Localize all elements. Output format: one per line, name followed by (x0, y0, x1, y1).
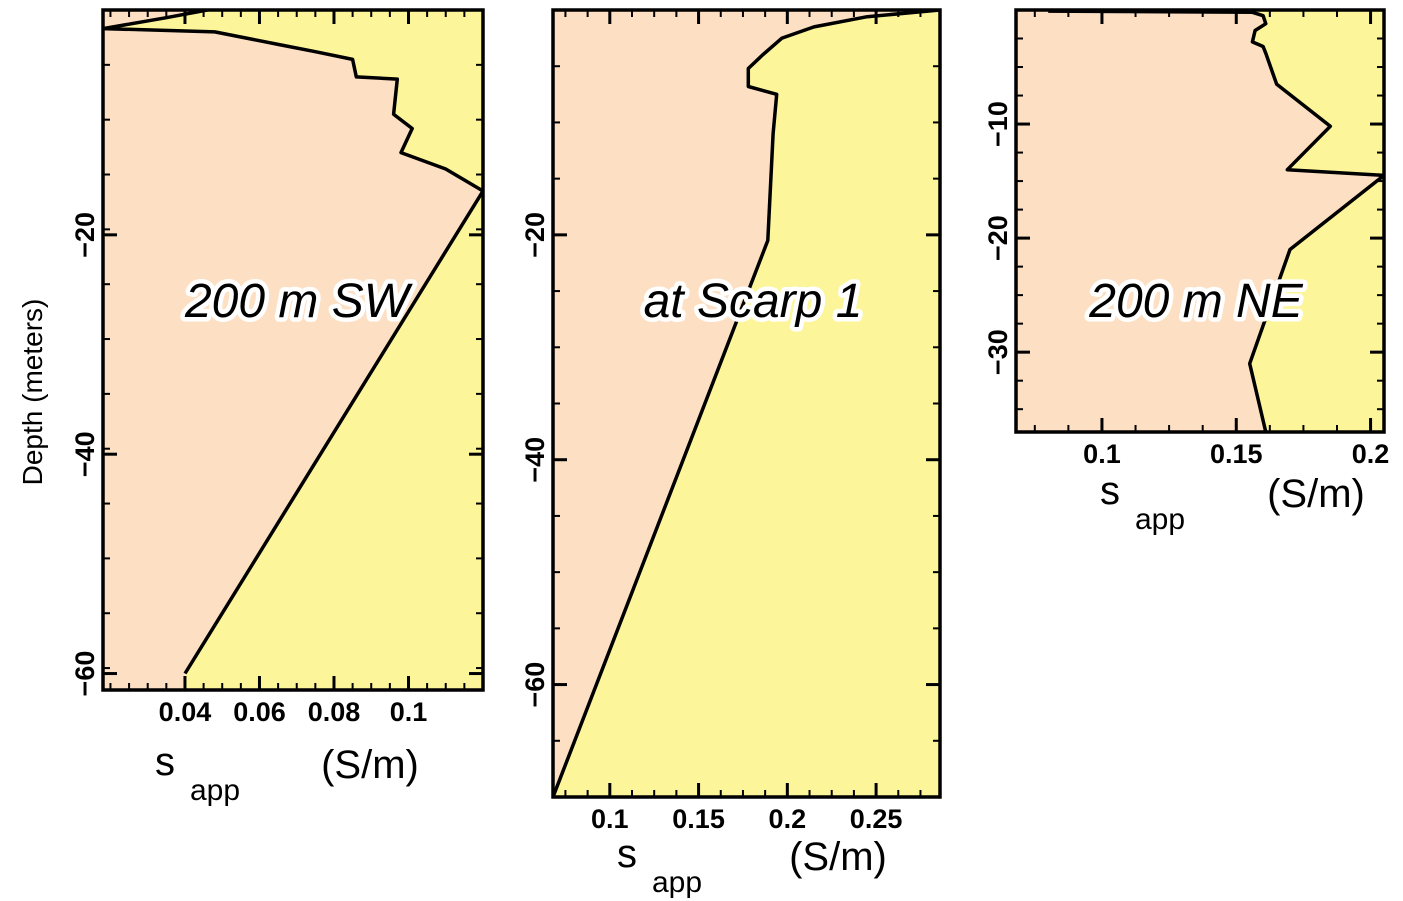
plot-area (1016, 10, 1384, 432)
left-region-fill (1016, 10, 1384, 432)
x-tick-label: 0.1 (390, 697, 428, 727)
x-tick-label: 0.08 (308, 697, 361, 727)
y-tick-label: −40 (70, 431, 100, 477)
x-axis-unit: (S/m) (789, 835, 887, 879)
x-tick-label: 0.04 (159, 697, 212, 727)
x-tick-label: 0.1 (591, 804, 629, 834)
y-tick-label: −60 (70, 651, 100, 697)
y-tick-label: −20 (520, 212, 550, 258)
plot-area (103, 10, 483, 690)
conductivity-profile-line (103, 10, 483, 675)
y-axis-label: Depth (meters) (17, 299, 48, 486)
x-tick-label: 0.2 (1352, 439, 1390, 469)
y-tick-label: −10 (983, 101, 1013, 147)
x-tick-label: 0.15 (672, 804, 725, 834)
panel-title: 200 m NE (1088, 275, 1303, 328)
left-region-fill (103, 10, 483, 690)
x-axis-unit: (S/m) (1267, 472, 1365, 516)
x-tick-label: 0.1 (1083, 439, 1121, 469)
conductivity-profile-line (553, 10, 940, 797)
x-axis-subscript: app (190, 774, 240, 807)
x-axis-symbol: s (617, 832, 637, 876)
plot-frame (1014, 8, 1386, 434)
y-tick-label: −30 (983, 329, 1013, 375)
y-tick-label: −20 (70, 212, 100, 258)
y-tick-label: −40 (520, 437, 550, 483)
y-tick-label: −20 (983, 215, 1013, 261)
x-axis-symbol: s (1100, 469, 1120, 513)
plot-frame (101, 8, 485, 692)
conductivity-profile-line (1048, 10, 1384, 432)
left-region-fill (553, 10, 940, 797)
x-tick-label: 0.2 (769, 804, 807, 834)
x-tick-label: 0.06 (233, 697, 286, 727)
x-axis-subscript: app (1135, 503, 1185, 536)
x-tick-label: 0.25 (850, 804, 903, 834)
panel-title: 200 m SW (184, 275, 414, 328)
y-tick-label: −60 (520, 662, 550, 708)
plot-area (553, 10, 940, 797)
panel-title: at Scarp 1 (644, 275, 863, 328)
x-tick-label: 0.15 (1210, 439, 1263, 469)
x-axis-subscript: app (652, 866, 702, 899)
x-axis-unit: (S/m) (321, 743, 419, 787)
x-axis-symbol: s (155, 740, 175, 784)
